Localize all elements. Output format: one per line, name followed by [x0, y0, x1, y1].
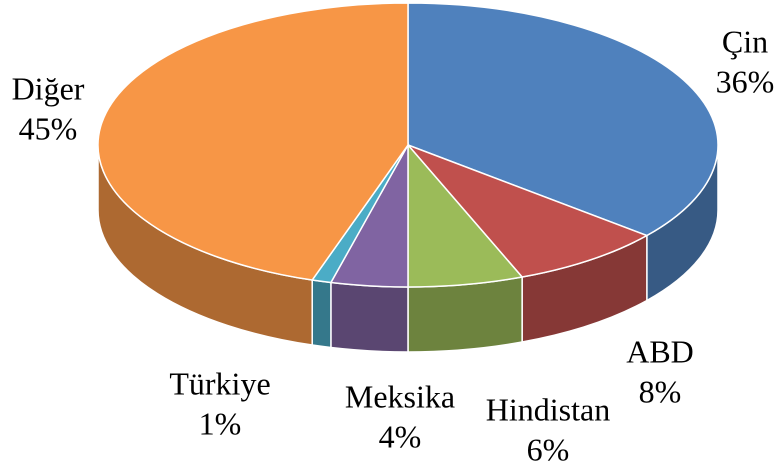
slice-value-label: 36% [716, 63, 775, 99]
slice-value-label: 45% [19, 110, 78, 146]
slice-label: Meksika [345, 378, 455, 414]
slice-label: Hindistan [486, 391, 610, 427]
slice-label: Diğer [12, 70, 85, 106]
slice-label: ABD [626, 333, 694, 369]
slice-label: Çin [722, 23, 768, 59]
slice-side [330, 281, 409, 353]
slice-side [407, 276, 523, 353]
slice-value-label: 8% [639, 373, 682, 409]
slice-value-label: 1% [199, 405, 242, 441]
slice-label: Türkiye [169, 365, 270, 401]
slice-value-label: 4% [379, 418, 422, 454]
slice [407, 2, 719, 237]
slice [407, 144, 649, 278]
slice [97, 2, 409, 281]
slice-side [311, 279, 332, 349]
slice-value-label: 6% [527, 431, 570, 467]
